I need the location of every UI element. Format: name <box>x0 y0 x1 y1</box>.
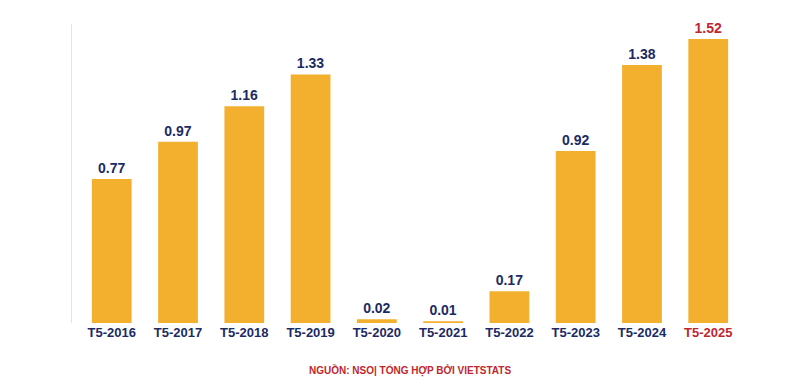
svg-text:1.52: 1.52 <box>695 20 722 36</box>
svg-text:0.02: 0.02 <box>363 300 390 316</box>
svg-text:NGUỒN: NSO| TỔNG HỢP BỞI VIETS: NGUỒN: NSO| TỔNG HỢP BỞI VIETSTATS <box>309 364 511 377</box>
svg-text:1.33: 1.33 <box>297 55 324 71</box>
svg-text:T5-2021: T5-2021 <box>419 325 467 340</box>
svg-text:1.16: 1.16 <box>231 87 258 103</box>
svg-text:0.97: 0.97 <box>164 123 191 139</box>
svg-text:0.17: 0.17 <box>496 272 523 288</box>
svg-text:1.38: 1.38 <box>628 46 655 62</box>
svg-text:T5-2020: T5-2020 <box>353 325 401 340</box>
svg-text:T5-2023: T5-2023 <box>551 325 599 340</box>
svg-text:T5-2025: T5-2025 <box>684 325 732 340</box>
svg-text:T5-2017: T5-2017 <box>154 325 202 340</box>
svg-text:0.92: 0.92 <box>562 132 589 148</box>
svg-text:T5-2024: T5-2024 <box>618 325 667 340</box>
svg-text:T5-2019: T5-2019 <box>286 325 334 340</box>
svg-text:T5-2016: T5-2016 <box>88 325 136 340</box>
svg-text:T5-2018: T5-2018 <box>220 325 268 340</box>
svg-text:0.01: 0.01 <box>429 302 456 318</box>
svg-text:0.77: 0.77 <box>98 160 125 176</box>
svg-text:T5-2022: T5-2022 <box>485 325 533 340</box>
